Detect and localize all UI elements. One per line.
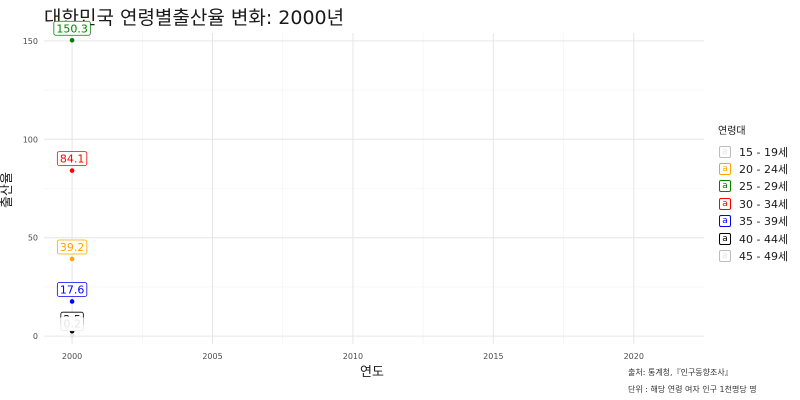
- y-tick-label: 50: [28, 234, 38, 243]
- data-label-box: [56, 151, 88, 166]
- data-label-text: 84.1: [60, 153, 85, 166]
- x-tick-label: 2005: [202, 352, 222, 361]
- data-label: 84.1: [56, 151, 88, 166]
- caption-source: 출처: 통계청,『인구동향조사』: [628, 368, 733, 377]
- data-label-box: [56, 282, 88, 297]
- y-tick-label: 150: [23, 37, 38, 46]
- chart-title: 대한민국 연령별출산율 변화: 2000년: [44, 7, 345, 29]
- x-tick-label: 2020: [624, 352, 644, 361]
- data-label-text: 150.3: [56, 22, 88, 35]
- data-label-text: 0.2: [63, 318, 81, 331]
- data-label-text: 39.2: [60, 241, 85, 254]
- legend-item: a 45 - 49세: [718, 247, 788, 264]
- legend-item: a 25 - 29세: [718, 178, 788, 195]
- legend-key-icon: a: [719, 250, 731, 263]
- legend-label: 30 - 34세: [739, 197, 789, 211]
- x-axis-title: 연도: [360, 365, 384, 380]
- data-point: [69, 299, 75, 304]
- legend-item: a 30 - 34세: [718, 195, 788, 212]
- legend-key-icon: a: [719, 232, 731, 245]
- legend-item: a 40 - 44세: [718, 230, 788, 247]
- legend-key-icon: a: [719, 197, 731, 210]
- data-label: 0.2: [60, 316, 84, 332]
- y-tick-label: 0: [33, 332, 38, 341]
- data-label: 39.2: [56, 239, 88, 255]
- data-point: [69, 256, 75, 262]
- legend: 연령대 a 15 - 19세 a 20 - 24세 a 25 - 29세 a 30 - 34세…: [718, 122, 788, 265]
- legend-key-icon: a: [719, 180, 731, 193]
- y-axis-ticks: 0 50 100 150: [23, 37, 38, 341]
- data-point: [69, 168, 75, 173]
- legend-item: a 35 - 39세: [718, 213, 788, 230]
- data-label-text: 17.6: [60, 283, 85, 296]
- data-point: [69, 333, 75, 339]
- x-tick-label: 2010: [343, 352, 363, 361]
- data-point: [69, 37, 75, 43]
- legend-label: 40 - 44세: [739, 232, 789, 246]
- data-label-box: [53, 20, 91, 36]
- data-label-box: [56, 239, 88, 255]
- legend-label: 25 - 29세: [739, 180, 789, 194]
- legend-item: a 15 - 19세: [718, 143, 788, 160]
- legend-key-icon: a: [719, 145, 731, 158]
- legend-key-icon: a: [719, 215, 731, 228]
- legend-key-icon: a: [719, 163, 731, 176]
- legend-label: 35 - 39세: [739, 215, 789, 229]
- legend-label: 15 - 19세: [739, 145, 789, 159]
- legend-label: 45 - 49세: [739, 250, 789, 264]
- legend-items: a 15 - 19세 a 20 - 24세 a 25 - 29세 a 30 - 34세 a 35 …: [718, 143, 788, 265]
- x-axis-ticks: 2000 2005 2010 2015 2020: [62, 352, 644, 361]
- data-label: 150.3: [53, 20, 91, 36]
- y-tick-label: 100: [23, 135, 38, 144]
- caption-unit: 단위 : 해당 연령 여자 인구 1천명당 명: [628, 385, 757, 394]
- legend-title: 연령대: [718, 126, 746, 137]
- legend-label: 20 - 24세: [739, 163, 789, 177]
- minor-gridlines: [44, 33, 704, 344]
- x-tick-label: 2015: [483, 352, 503, 361]
- data-label-box: [60, 316, 84, 332]
- legend-item: a 20 - 24세: [718, 160, 788, 177]
- y-axis-title: 출산율: [0, 172, 15, 208]
- x-tick-label: 2000: [62, 352, 82, 361]
- data-label: 17.6: [56, 282, 88, 297]
